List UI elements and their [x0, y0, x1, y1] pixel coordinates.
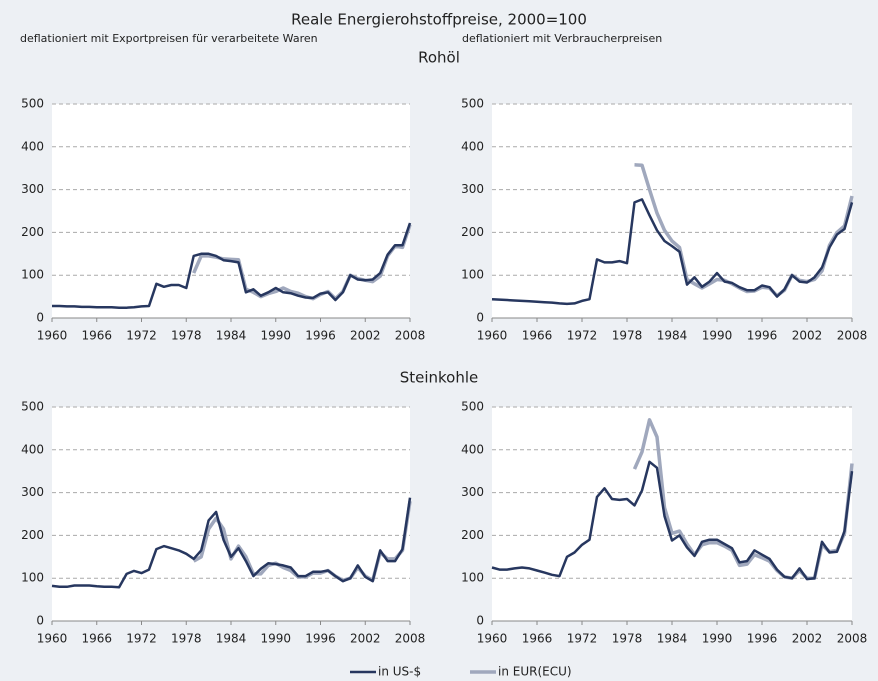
x-tick-label: 1996 [305, 329, 336, 343]
row-title: Rohöl [418, 49, 460, 67]
series-line [192, 224, 412, 301]
y-tick-label: 400 [21, 139, 44, 153]
y-tick-label: 200 [461, 225, 484, 239]
x-tick-label: 1960 [477, 632, 508, 646]
y-tick-label: 0 [476, 311, 484, 325]
x-tick-label: 2008 [837, 329, 868, 343]
x-tick-label: 1990 [702, 632, 733, 646]
x-tick-label: 1978 [171, 632, 202, 646]
x-tick-label: 1984 [657, 329, 688, 343]
y-tick-label: 400 [21, 442, 44, 456]
y-tick-label: 0 [476, 614, 484, 628]
plot-area [492, 104, 852, 318]
x-tick-label: 1996 [305, 632, 336, 646]
y-tick-label: 200 [21, 528, 44, 542]
x-tick-label: 2008 [395, 632, 426, 646]
series-line [52, 222, 412, 309]
chart-title: Reale Energierohstoffpreise, 2000=100 [291, 11, 587, 29]
x-tick-label: 1990 [260, 632, 291, 646]
x-tick-label: 2008 [837, 632, 868, 646]
y-tick-label: 500 [21, 97, 44, 111]
x-tick-label: 1984 [216, 329, 247, 343]
y-tick-label: 100 [461, 571, 484, 585]
y-tick-label: 500 [461, 400, 484, 414]
x-tick-label: 1966 [522, 632, 553, 646]
x-tick-label: 1972 [567, 329, 598, 343]
x-tick-label: 1972 [126, 329, 157, 343]
x-tick-label: 1984 [657, 632, 688, 646]
plot-area [492, 407, 852, 621]
x-tick-label: 2008 [395, 329, 426, 343]
x-tick-label: 1960 [37, 632, 68, 646]
x-tick-label: 2002 [350, 329, 381, 343]
x-tick-label: 1990 [260, 329, 291, 343]
y-tick-label: 100 [461, 268, 484, 282]
x-tick-label: 2002 [792, 329, 823, 343]
x-tick-label: 2002 [792, 632, 823, 646]
x-tick-label: 1966 [81, 329, 112, 343]
series-line [491, 198, 854, 306]
x-tick-label: 1960 [37, 329, 68, 343]
x-tick-label: 1978 [612, 329, 643, 343]
legend-label: in EUR(ECU) [498, 665, 572, 679]
y-tick-label: 0 [36, 311, 44, 325]
x-tick-label: 1972 [126, 632, 157, 646]
y-tick-label: 500 [21, 400, 44, 414]
y-tick-label: 300 [21, 485, 44, 499]
y-tick-label: 400 [461, 139, 484, 153]
x-tick-label: 1996 [747, 329, 778, 343]
x-tick-label: 1978 [171, 329, 202, 343]
plot-area [52, 104, 410, 318]
subtitle: deflationiert mit Verbraucherpreisen [462, 32, 662, 45]
row-title: Steinkohle [400, 369, 479, 387]
y-tick-label: 300 [461, 485, 484, 499]
x-tick-label: 1966 [522, 329, 553, 343]
y-tick-label: 200 [461, 528, 484, 542]
x-tick-label: 1972 [567, 632, 598, 646]
y-tick-label: 100 [21, 571, 44, 585]
y-tick-label: 300 [461, 182, 484, 196]
legend-label: in US-$ [378, 665, 421, 679]
series-line [51, 497, 412, 589]
series-line [491, 460, 854, 581]
y-tick-label: 100 [21, 268, 44, 282]
y-tick-label: 400 [461, 442, 484, 456]
y-tick-label: 500 [461, 97, 484, 111]
x-tick-label: 2002 [350, 632, 381, 646]
x-tick-label: 1984 [216, 632, 247, 646]
x-tick-label: 1990 [702, 329, 733, 343]
x-tick-label: 1978 [612, 632, 643, 646]
plot-area [52, 407, 410, 621]
subtitle: deflationiert mit Exportpreisen für vera… [20, 32, 318, 45]
y-tick-label: 200 [21, 225, 44, 239]
x-tick-label: 1966 [81, 632, 112, 646]
x-tick-label: 1960 [477, 329, 508, 343]
y-tick-label: 300 [21, 182, 44, 196]
y-tick-label: 0 [36, 614, 44, 628]
x-tick-label: 1996 [747, 632, 778, 646]
